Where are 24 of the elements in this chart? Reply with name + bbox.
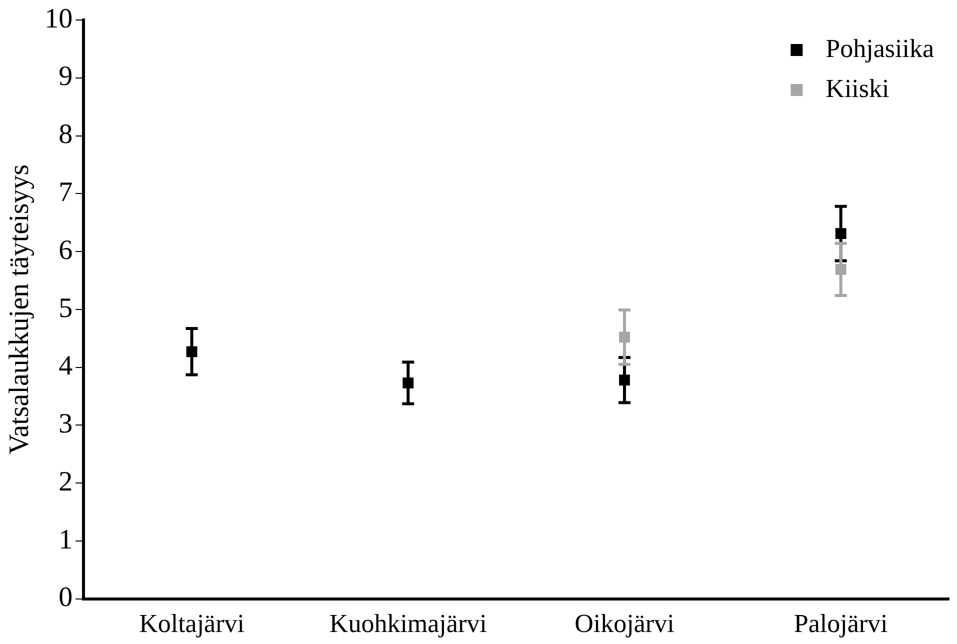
point — [402, 377, 414, 388]
x-tick-label: Oikojärvi — [574, 609, 674, 638]
y-axis-title: Vatsalaukkujen täyteisyys — [4, 164, 36, 454]
y-tick-label: 8 — [58, 119, 73, 150]
y-tick-label: 0 — [58, 582, 73, 614]
point — [835, 264, 846, 275]
legend-label: Kiiski — [826, 74, 890, 103]
y-tick-label: 10 — [44, 3, 73, 34]
y-tick-label: 3 — [58, 408, 73, 440]
point — [835, 228, 846, 240]
y-tick-label: 5 — [58, 292, 73, 324]
point — [619, 332, 630, 343]
x-tick-label: Kuohkimajärvi — [329, 609, 487, 638]
point — [186, 346, 198, 358]
x-tick-label: Koltajärvi — [139, 609, 244, 638]
y-tick-label: 6 — [58, 234, 73, 266]
legend-label: Pohjasiika — [826, 34, 934, 63]
y-tick-label: 4 — [58, 350, 73, 382]
y-tick-label: 1 — [58, 524, 73, 556]
y-tick-label: 2 — [58, 466, 73, 498]
y-tick-label: 9 — [58, 61, 73, 92]
point — [619, 374, 630, 386]
x-tick-label: Palojärvi — [794, 609, 888, 638]
y-tick-label: 7 — [58, 177, 73, 208]
